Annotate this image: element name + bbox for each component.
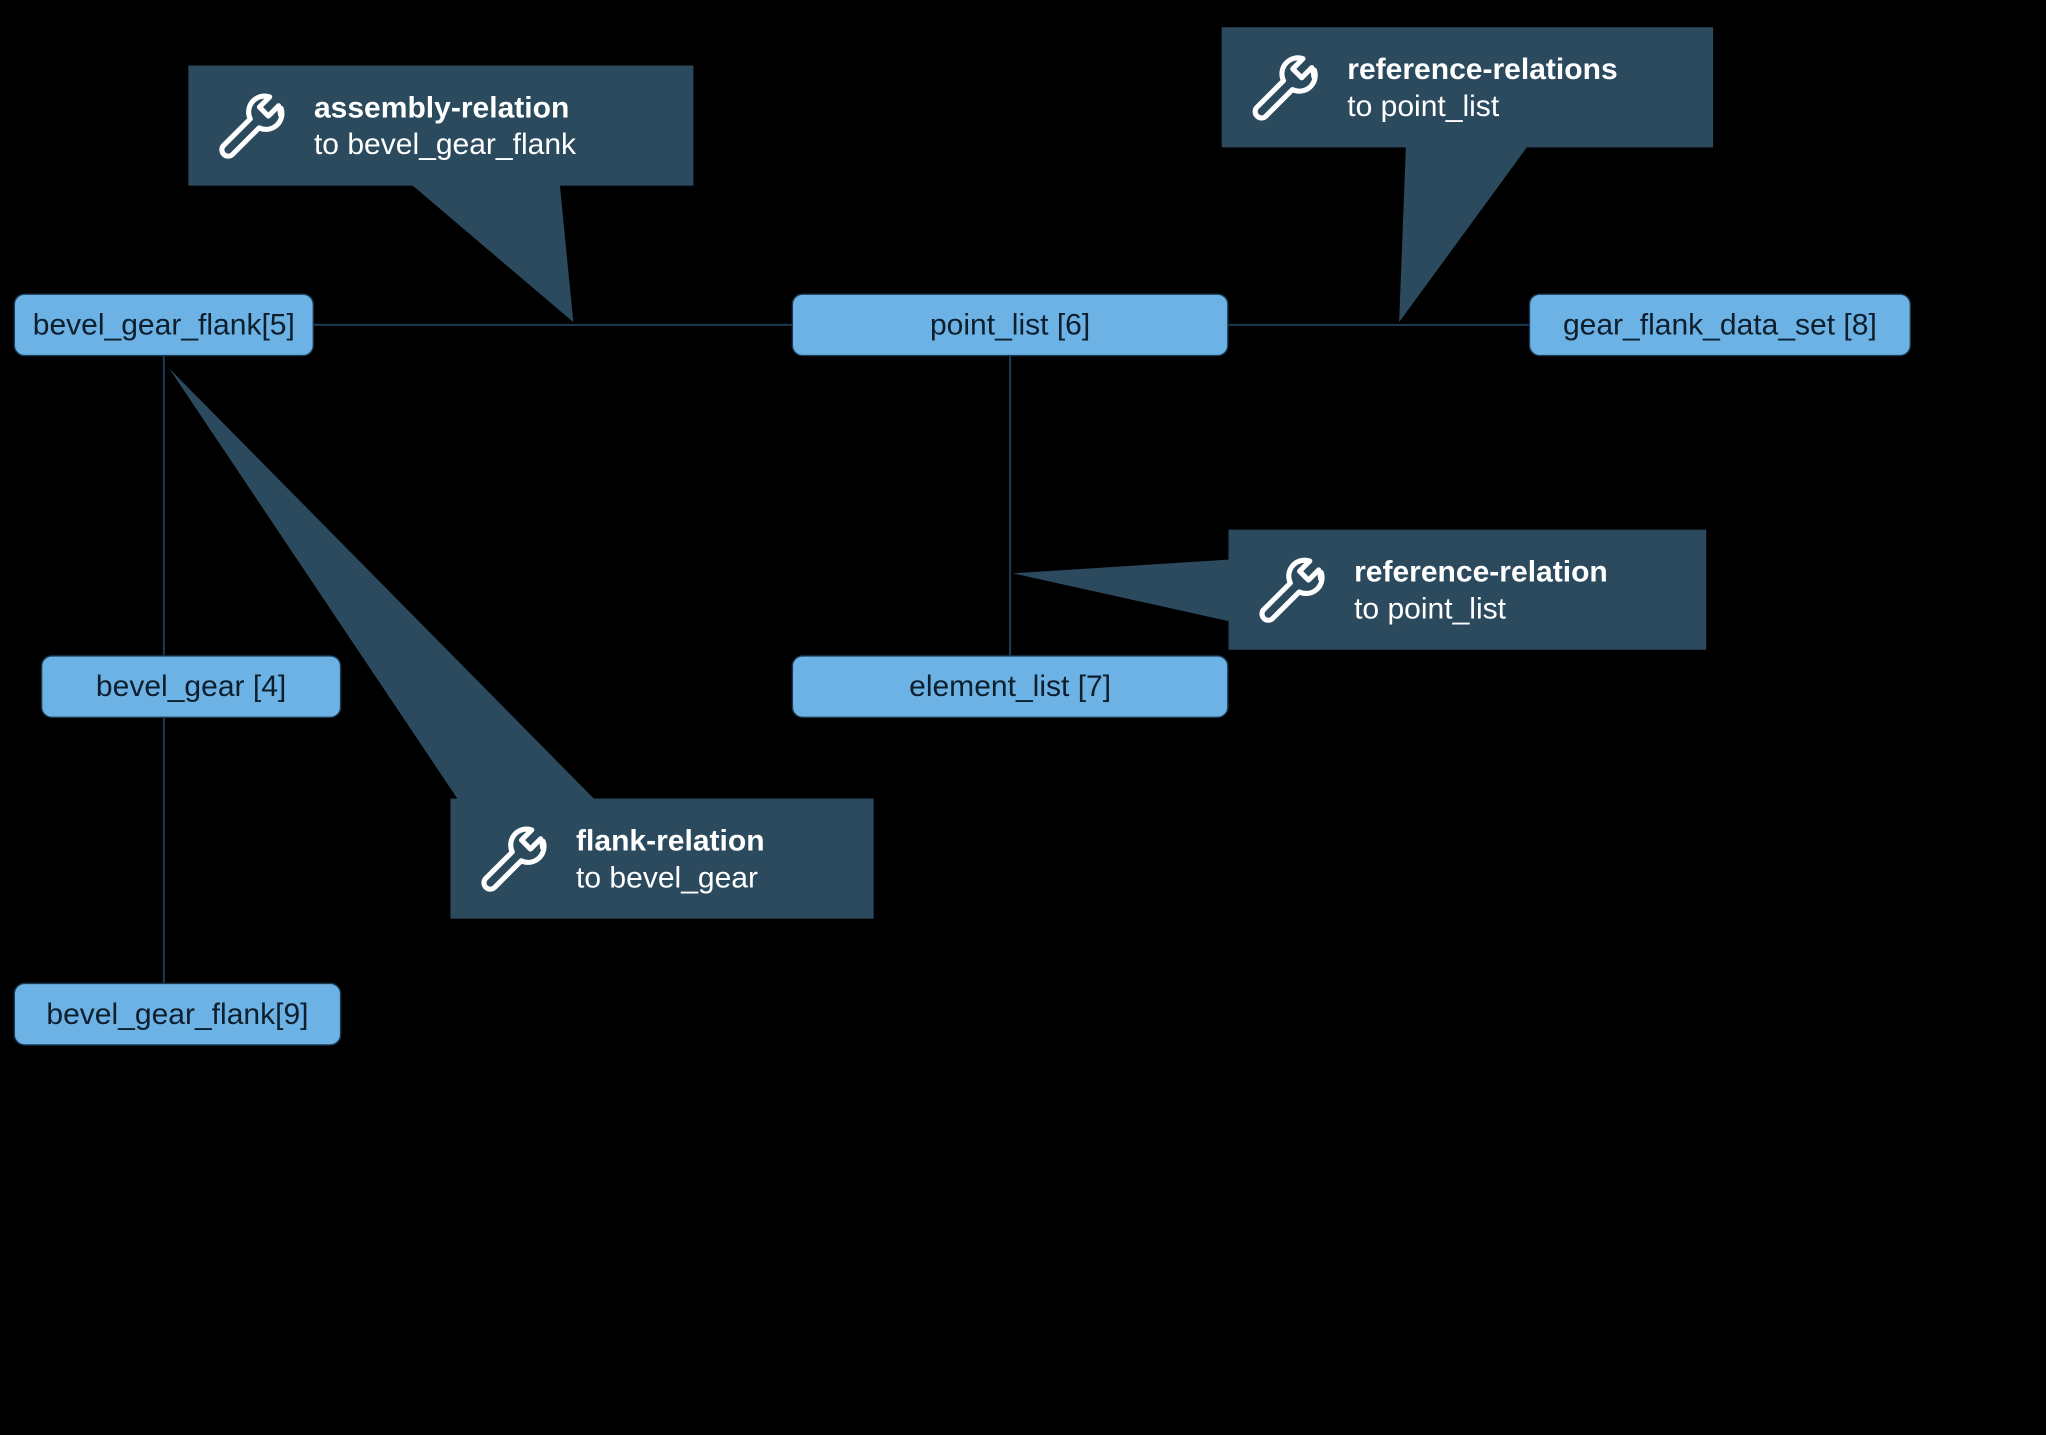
callout-reference-relation-mid: reference-relation to point_list bbox=[1229, 530, 1707, 650]
callout-tail-reference-top bbox=[1399, 145, 1529, 322]
callout-subtitle: to bevel_gear_flank bbox=[314, 126, 576, 164]
node-label: gear_flank_data_set [8] bbox=[1563, 307, 1877, 342]
node-bevel-gear-flank-9[interactable]: bevel_gear_flank[9] bbox=[14, 983, 342, 1046]
node-label: bevel_gear_flank[5] bbox=[33, 307, 295, 342]
callout-tail-assembly bbox=[410, 183, 574, 322]
callout-subtitle: to point_list bbox=[1354, 590, 1608, 628]
callout-subtitle: to bevel_gear bbox=[576, 859, 765, 897]
node-label: element_list [7] bbox=[909, 669, 1111, 704]
callout-assembly-relation: assembly-relation to bevel_gear_flank bbox=[188, 66, 693, 186]
wrench-icon bbox=[1253, 551, 1329, 627]
callout-title: reference-relation bbox=[1354, 552, 1608, 590]
callout-title: assembly-relation bbox=[314, 88, 576, 126]
node-label: bevel_gear_flank[9] bbox=[46, 996, 308, 1031]
callout-title: reference-relations bbox=[1347, 50, 1617, 88]
wrench-icon bbox=[1246, 49, 1322, 125]
callout-tail-flank bbox=[169, 369, 594, 799]
node-point-list-6[interactable]: point_list [6] bbox=[792, 293, 1229, 356]
wrench-icon bbox=[475, 820, 551, 896]
node-label: point_list [6] bbox=[930, 307, 1090, 342]
node-gear-flank-data-set-8[interactable]: gear_flank_data_set [8] bbox=[1529, 293, 1911, 356]
callout-tail-reference-mid bbox=[1013, 560, 1229, 621]
node-bevel-gear-flank-5[interactable]: bevel_gear_flank[5] bbox=[14, 293, 314, 356]
callout-subtitle: to point_list bbox=[1347, 87, 1617, 125]
callout-title: flank-relation bbox=[576, 821, 765, 859]
node-label: bevel_gear [4] bbox=[96, 669, 286, 704]
callout-reference-relation-top: reference-relations to point_list bbox=[1222, 27, 1713, 147]
callout-flank-relation: flank-relation to bevel_gear bbox=[450, 799, 873, 919]
node-bevel-gear-4[interactable]: bevel_gear [4] bbox=[41, 655, 341, 718]
diagram-canvas: bevel_gear_flank[5] point_list [6] gear_… bbox=[0, 0, 2046, 1435]
wrench-icon bbox=[213, 87, 289, 163]
node-element-list-7[interactable]: element_list [7] bbox=[792, 655, 1229, 718]
